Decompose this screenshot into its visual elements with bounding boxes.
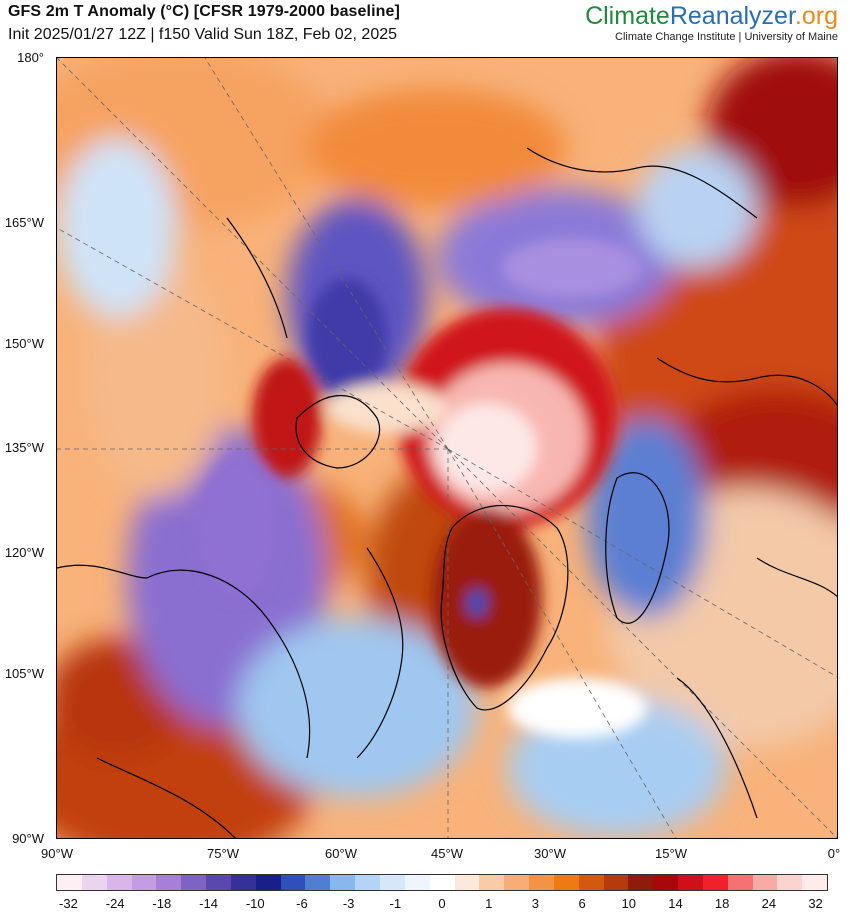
colorbar-tick-label: -24 <box>105 896 125 911</box>
colorbar-segment <box>653 875 679 890</box>
colorbar-segment <box>603 875 629 890</box>
colorbar-tick-label: -10 <box>245 896 265 911</box>
colorbar-segment <box>404 875 430 890</box>
colorbar-segment <box>305 875 331 890</box>
colorbar-segment <box>628 875 654 890</box>
colorbar-segment <box>802 875 828 890</box>
brand-climate: Climate <box>585 2 670 30</box>
lat-label-150w: 150°W <box>4 336 44 351</box>
colorbar-tick-label: -18 <box>152 896 172 911</box>
colorbar-tick-label: 1 <box>485 896 493 911</box>
colorbar-tick-label: -3 <box>342 896 355 911</box>
colorbar-tick-label: -14 <box>199 896 218 911</box>
colorbar-segment <box>230 875 256 890</box>
colorbar-segment <box>727 875 753 890</box>
lon-label-75w: 75°W <box>207 846 239 861</box>
colorbar-segment <box>181 875 207 890</box>
lon-label-15w: 15°W <box>655 846 687 861</box>
brand-reanalyzer: Reanalyzer <box>669 2 795 30</box>
colorbar-segment <box>429 875 455 890</box>
colorbar-segment <box>752 875 778 890</box>
colorbar-tick-label: 6 <box>578 896 586 911</box>
lon-label-60w: 60°W <box>325 846 357 861</box>
colorbar-segment <box>156 875 182 890</box>
colorbar-tick-label: 0 <box>438 896 446 911</box>
colorbar-segment <box>479 875 505 890</box>
lon-label-45w: 45°W <box>431 846 463 861</box>
colorbar-tick-label: -1 <box>389 896 402 911</box>
brand-affiliation: Climate Change Institute | University of… <box>615 31 838 43</box>
colorbar-segment <box>379 875 405 890</box>
colorbar-tick-label: 10 <box>621 896 636 911</box>
colorbar-segment <box>255 875 281 890</box>
colorbar-segment <box>678 875 703 890</box>
colorbar-segment <box>131 875 157 890</box>
colorbar-segment <box>330 875 356 890</box>
chart-subtitle: Init 2025/01/27 12Z | f150 Valid Sun 18Z… <box>8 26 398 43</box>
lat-label-105w: 105°W <box>4 666 44 681</box>
colorbar-segment <box>777 875 803 890</box>
lat-label-90w: 90°W <box>12 831 44 846</box>
lat-label-135w: 135°W <box>4 440 44 455</box>
colorbar-segment <box>355 875 380 890</box>
colorbar-segment <box>81 875 107 890</box>
lat-label-120w: 120°W <box>4 545 44 560</box>
colorbar-segment <box>529 875 554 890</box>
chart-title: GFS 2m T Anomaly (°C) [CFSR 1979-2000 ba… <box>8 3 400 20</box>
lat-label-165w: 165°W <box>4 215 44 230</box>
brand-org: .org <box>794 2 838 30</box>
colorbar-segment <box>553 875 579 890</box>
lat-label-180: 180° <box>17 50 44 65</box>
colorbar-segment <box>454 875 480 890</box>
brand-logo[interactable]: ClimateReanalyzer.org <box>585 2 838 31</box>
lon-label-0: 0° <box>827 846 841 861</box>
colorbar-segment <box>702 875 728 890</box>
lon-label-90w: 90°W <box>41 846 73 861</box>
colorbar-tick-label: 14 <box>668 896 683 911</box>
colorbar-segment <box>280 875 306 890</box>
colorbar-segment <box>578 875 604 890</box>
colorbar-tick-label: 32 <box>808 896 823 911</box>
colorbar-segment <box>504 875 530 890</box>
colorbar-tick-label: -6 <box>296 896 308 911</box>
anomaly-map <box>56 57 838 839</box>
colorbar <box>56 874 828 891</box>
colorbar-tick-label: -32 <box>59 896 78 911</box>
colorbar-tick-label: 3 <box>531 896 539 911</box>
colorbar-tick-label: 18 <box>714 896 730 911</box>
colorbar-segment <box>106 875 132 890</box>
lon-label-30w: 30°W <box>534 846 566 861</box>
colorbar-segment <box>57 875 82 890</box>
colorbar-segment <box>206 875 231 890</box>
colorbar-tick-label: 24 <box>761 896 777 911</box>
